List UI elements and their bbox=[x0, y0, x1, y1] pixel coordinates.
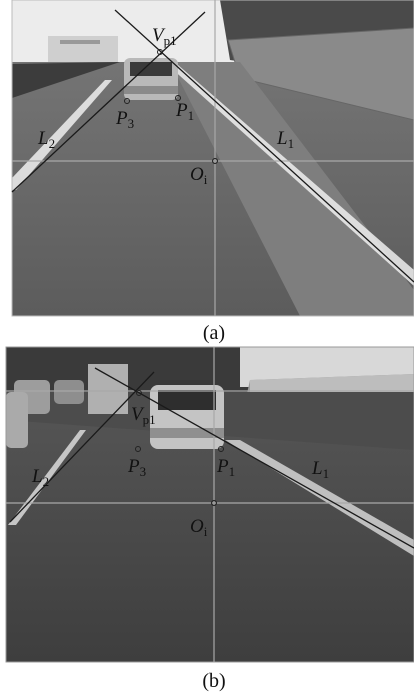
figure: (a) (b) Vp1P3P1L2L1OiVp1P3P1L2L1Oi bbox=[0, 0, 414, 692]
label-main: L bbox=[37, 128, 49, 149]
photo-b bbox=[6, 347, 414, 662]
label-main: P bbox=[216, 456, 229, 477]
label-subscript: 1 bbox=[188, 108, 195, 123]
label-subscript: 2 bbox=[49, 136, 56, 151]
label-subscript: 1 bbox=[229, 464, 236, 479]
label-subscript: 3 bbox=[128, 116, 135, 131]
page: {"panels": [ {"caption": "(a)", "labels"… bbox=[0, 0, 414, 692]
label-main: O bbox=[190, 516, 204, 537]
caption: (a) bbox=[203, 322, 225, 344]
label-subscript: 1 bbox=[323, 466, 330, 481]
label-subscript: 1 bbox=[288, 136, 295, 151]
label-subscript: p1 bbox=[143, 412, 156, 427]
caption: (b) bbox=[202, 670, 225, 692]
label-main: L bbox=[311, 458, 323, 479]
label-subscript: p1 bbox=[164, 33, 177, 48]
label-subscript: i bbox=[204, 172, 208, 187]
label-main: L bbox=[276, 128, 288, 149]
label-main: P bbox=[175, 100, 188, 121]
label-main: L bbox=[31, 466, 43, 487]
photo-a bbox=[12, 0, 414, 316]
label-subscript: 2 bbox=[43, 474, 50, 489]
label-main: P bbox=[115, 108, 128, 129]
label-main: P bbox=[127, 456, 140, 477]
label-subscript: i bbox=[204, 524, 208, 539]
label-subscript: 3 bbox=[140, 464, 147, 479]
label-main: O bbox=[190, 164, 204, 185]
